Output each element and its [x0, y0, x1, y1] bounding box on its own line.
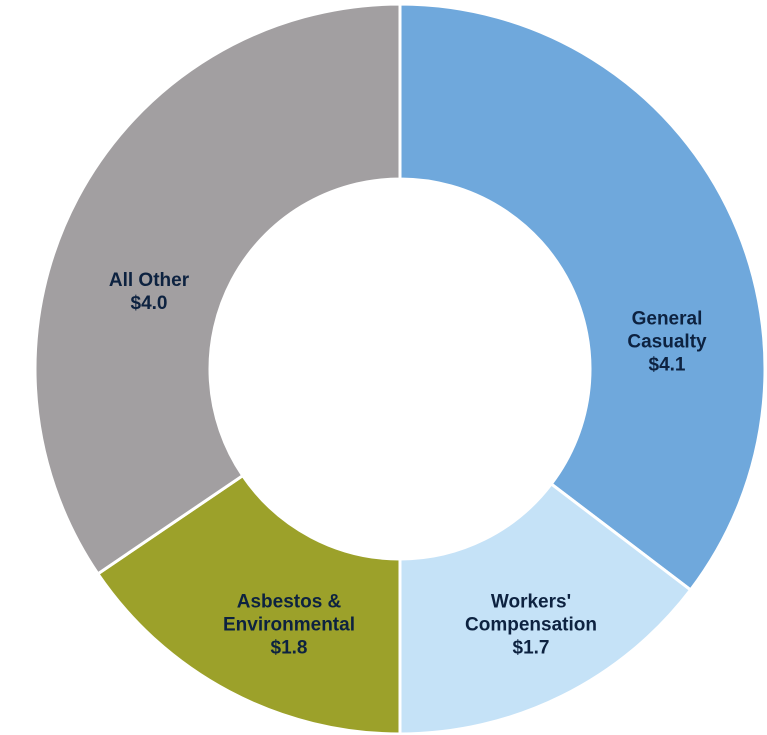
category-label: Asbestos & Environmental [223, 591, 355, 636]
slice-label: Workers' Compensation $1.7 [446, 591, 616, 660]
slice-label: General Casualty $4.1 [607, 308, 727, 377]
slice-label: All Other $4.0 [84, 269, 214, 315]
donut-slice [398, 481, 693, 735]
category-label: All Other [108, 270, 190, 291]
slice-label: Asbestos & Environmental $1.8 [204, 591, 374, 660]
donut-slice [95, 473, 402, 735]
value-label: $1.8 [270, 637, 308, 659]
donut-slice [398, 2, 767, 592]
donut-slice [33, 2, 402, 576]
value-label: $1.7 [512, 637, 550, 659]
value-label: $4.1 [648, 354, 686, 376]
value-label: $4.0 [130, 293, 168, 314]
category-label: Workers' Compensation [465, 591, 597, 636]
category-label: General Casualty [627, 308, 707, 353]
